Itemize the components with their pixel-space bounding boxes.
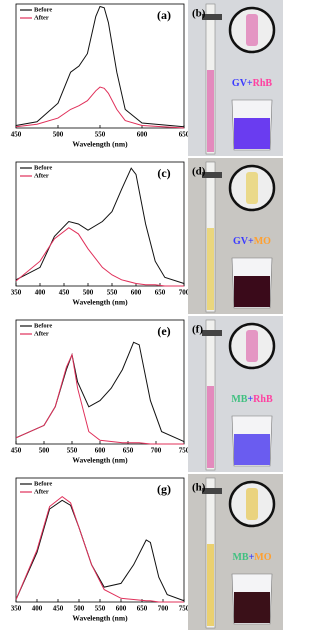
- series-line: [15, 499, 185, 602]
- series-line: [15, 86, 185, 129]
- legend-label: Before: [34, 322, 52, 329]
- series-line: [15, 167, 185, 284]
- beaker-liquid: [234, 434, 270, 465]
- x-tick-label: 400: [32, 605, 43, 613]
- dye-label: GV+RhB: [232, 78, 272, 89]
- x-tick-label: 500: [83, 289, 94, 297]
- dye-label-part: MO: [254, 236, 271, 247]
- legend-label: After: [34, 330, 49, 337]
- plot-frame: [15, 161, 185, 287]
- x-tick-label: 600: [131, 289, 142, 297]
- x-tick-label: 500: [53, 131, 64, 139]
- dye-label: GV+MO: [233, 236, 271, 247]
- series-line: [15, 5, 185, 128]
- clamp: [202, 488, 222, 494]
- x-tick-label: 450: [11, 131, 22, 139]
- clamp: [202, 172, 222, 178]
- beaker-liquid: [234, 276, 270, 307]
- x-tick-label: 550: [107, 289, 118, 297]
- zoom-content: [246, 172, 258, 204]
- zoom-content: [246, 330, 258, 362]
- dye-label-part: RhB: [253, 394, 273, 405]
- legend-label: After: [34, 14, 49, 21]
- legend-label: After: [34, 488, 49, 495]
- x-axis-label: Wavelength (nm): [72, 614, 128, 623]
- clamp: [202, 14, 222, 20]
- x-tick-label: 650: [123, 447, 134, 455]
- photo-label: (f): [192, 324, 203, 336]
- dye-label: MB+MO: [232, 552, 271, 563]
- legend-label: Before: [34, 164, 52, 171]
- plot-frame: [15, 477, 185, 603]
- photo-label: (b): [192, 8, 206, 20]
- x-tick-label: 700: [151, 447, 162, 455]
- photo: (h) MB+MO: [188, 474, 283, 630]
- dye-label: MB+RhB: [231, 394, 273, 405]
- x-tick-label: 350: [11, 289, 22, 297]
- photo: (d) GV+MO: [188, 158, 283, 314]
- panel-label: (e): [157, 324, 170, 338]
- x-axis-label: Wavelength (nm): [72, 456, 128, 465]
- dye-label-part: MO: [254, 552, 271, 563]
- x-tick-label: 450: [53, 605, 64, 613]
- column-packing: [207, 70, 214, 152]
- dye-label-part: +: [247, 78, 253, 89]
- x-tick-label: 600: [137, 131, 148, 139]
- photo-label: (h): [192, 482, 206, 494]
- beaker-liquid: [234, 592, 270, 623]
- x-tick-label: 450: [59, 289, 70, 297]
- panel-label: (a): [157, 8, 171, 22]
- legend-label: Before: [34, 480, 52, 487]
- zoom-content: [246, 14, 258, 46]
- x-axis-label: Wavelength (nm): [72, 140, 128, 149]
- x-tick-label: 550: [67, 447, 78, 455]
- series-line: [15, 353, 184, 445]
- dye-label-part: GV: [232, 78, 248, 89]
- x-tick-label: 650: [179, 131, 190, 139]
- x-tick-label: 600: [116, 605, 127, 613]
- photo: (b) GV+RhB: [188, 0, 283, 156]
- x-tick-label: 450: [11, 447, 22, 455]
- x-tick-label: 750: [179, 447, 190, 455]
- dye-label-part: +: [249, 552, 255, 563]
- zoom-content: [246, 488, 258, 520]
- plot-frame: [15, 319, 185, 445]
- column-packing: [207, 544, 214, 626]
- dye-label-part: +: [247, 394, 253, 405]
- x-tick-label: 550: [95, 605, 106, 613]
- x-tick-label: 700: [179, 289, 190, 297]
- series-line: [15, 227, 184, 287]
- photo-label: (d): [192, 166, 206, 178]
- x-tick-label: 700: [158, 605, 169, 613]
- x-tick-label: 600: [95, 447, 106, 455]
- x-tick-label: 650: [137, 605, 148, 613]
- dye-label-part: MB: [232, 552, 248, 563]
- dye-label-part: GV: [233, 236, 249, 247]
- column-packing: [207, 386, 214, 468]
- plot-frame: [15, 3, 185, 129]
- legend-label: Before: [34, 6, 52, 13]
- x-tick-label: 650: [155, 289, 166, 297]
- photo: (f) MB+RhB: [188, 316, 283, 472]
- clamp: [202, 330, 222, 336]
- column-packing: [207, 228, 214, 310]
- legend-label: After: [34, 172, 49, 179]
- beaker-liquid: [234, 118, 270, 149]
- dye-label-part: RhB: [253, 78, 273, 89]
- x-tick-label: 350: [11, 605, 22, 613]
- x-tick-label: 550: [95, 131, 106, 139]
- x-tick-label: 400: [35, 289, 46, 297]
- panel-label: (c): [157, 166, 170, 180]
- x-tick-label: 500: [74, 605, 85, 613]
- panel-label: (g): [157, 482, 171, 496]
- series-line: [15, 495, 184, 603]
- dye-label-part: +: [248, 236, 254, 247]
- dye-label-part: MB: [231, 394, 247, 405]
- x-tick-label: 500: [39, 447, 50, 455]
- x-tick-label: 750: [179, 605, 190, 613]
- x-axis-label: Wavelength (nm): [72, 298, 128, 307]
